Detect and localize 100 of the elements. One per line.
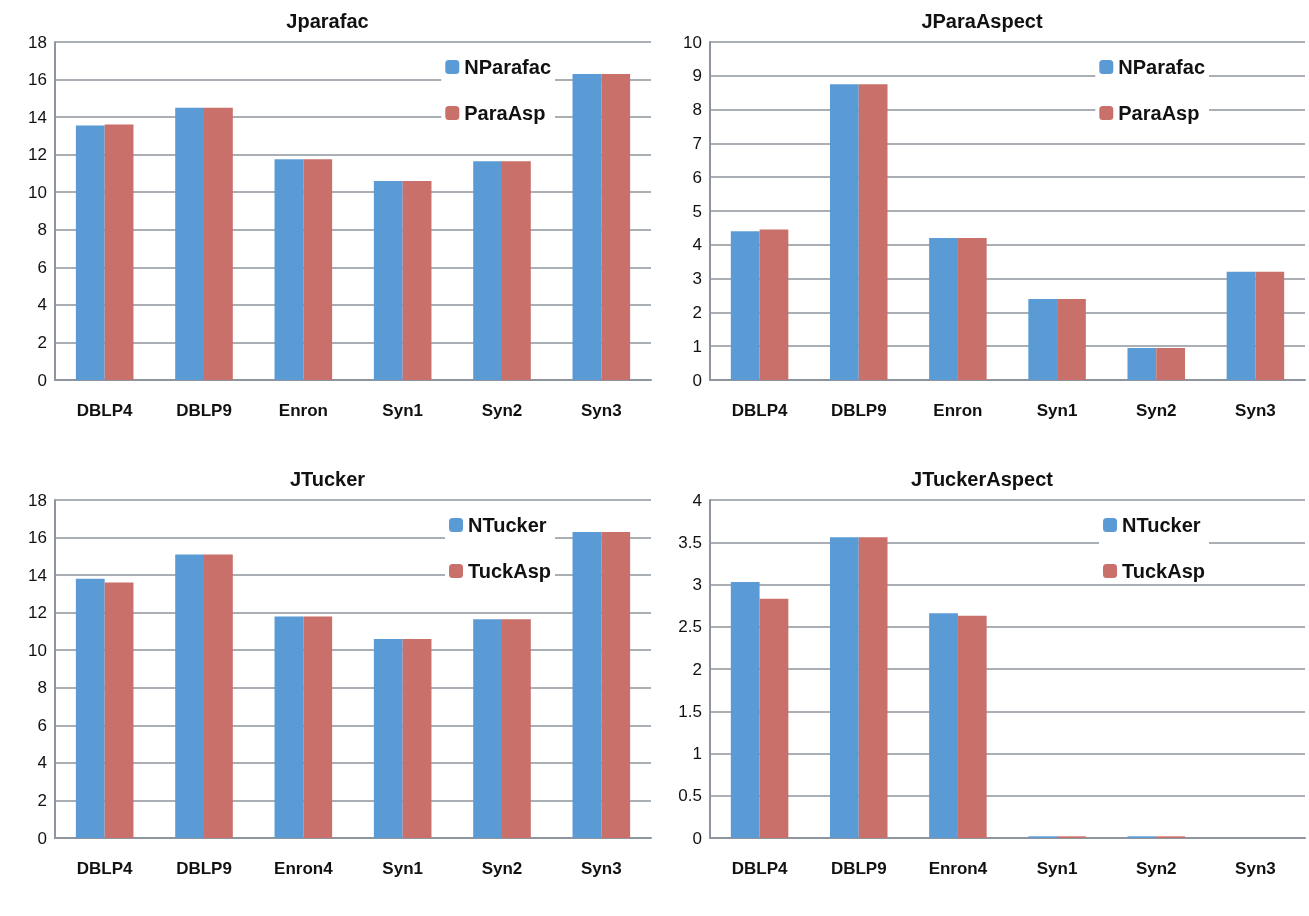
bar [75, 578, 105, 838]
x-tick-label: Syn1 [382, 859, 423, 878]
bar [104, 124, 134, 380]
legend-label: NParafac [1118, 56, 1205, 78]
x-tick-label: DBLP9 [176, 401, 232, 420]
y-tick-label: 3.5 [678, 532, 702, 552]
y-tick-label: 4 [37, 753, 47, 773]
x-tick-label: Syn2 [1135, 859, 1177, 878]
y-tick-label: 6 [37, 715, 47, 735]
x-tick-label: Syn1 [1036, 401, 1078, 420]
chart-title: JTuckerAspect [911, 468, 1054, 490]
y-tick-label: 0 [692, 370, 702, 390]
y-tick-label: 2.5 [678, 617, 702, 637]
bar [175, 107, 204, 380]
y-tick-label: 12 [28, 603, 47, 623]
y-tick-label: 4 [37, 295, 47, 315]
bar [858, 84, 888, 380]
bar [104, 582, 134, 838]
bar [75, 125, 105, 380]
y-tick-label: 6 [37, 257, 47, 277]
bar [473, 619, 502, 838]
y-tick-label: 4 [692, 235, 702, 255]
bar [1255, 271, 1285, 380]
x-tick-label: Syn1 [1036, 859, 1078, 878]
x-tick-label: Syn3 [1235, 859, 1276, 878]
bar [858, 537, 888, 838]
y-tick-label: 2 [37, 332, 47, 352]
y-tick-label: 0 [692, 828, 702, 848]
x-tick-label: DBLP4 [731, 859, 788, 878]
x-tick-label: Syn3 [581, 401, 622, 420]
legend-label: NTucker [1122, 514, 1201, 536]
x-tick-label: Syn2 [481, 401, 523, 420]
y-tick-label: 14 [28, 107, 47, 127]
bar [929, 238, 958, 380]
chart-title: JParaAspect [921, 10, 1043, 32]
bar [402, 638, 432, 838]
bar [957, 238, 987, 380]
x-tick-label: Syn2 [1135, 401, 1177, 420]
bar [303, 616, 333, 838]
bar [929, 613, 958, 838]
x-tick-label: DBLP9 [830, 859, 887, 878]
bar [1226, 271, 1256, 380]
x-tick-label: DBLP4 [731, 401, 788, 420]
bar [601, 73, 631, 380]
bar [1156, 347, 1186, 380]
y-tick-label: 16 [28, 528, 47, 548]
y-tick-label: 4 [692, 490, 702, 510]
bar [572, 73, 602, 380]
bar [1127, 347, 1157, 380]
legend-label: ParaAsp [464, 102, 546, 124]
bar [373, 638, 403, 838]
y-tick-label: 8 [37, 220, 47, 240]
y-tick-label: 3 [692, 269, 702, 289]
bar [373, 180, 403, 380]
bar [473, 161, 502, 380]
y-tick-label: 1 [692, 336, 702, 356]
x-tick-label: DBLP9 [830, 401, 887, 420]
y-tick-label: 2 [37, 790, 47, 810]
y-tick-label: 10 [28, 640, 47, 660]
legend-label: TuckAsp [468, 560, 552, 582]
bar [204, 554, 233, 838]
bar [175, 554, 204, 838]
y-tick-label: 8 [37, 678, 47, 698]
bar [303, 159, 333, 380]
x-tick-label: Enron4 [274, 859, 334, 878]
bar [829, 84, 859, 380]
x-tick-label: Syn1 [382, 401, 423, 420]
bar [402, 180, 432, 380]
y-tick-label: 0 [37, 370, 47, 390]
x-tick-label: DBLP9 [176, 859, 232, 878]
x-tick-label: Enron [278, 401, 328, 420]
x-tick-label: Syn3 [1235, 401, 1276, 420]
y-tick-label: 6 [692, 167, 702, 187]
y-tick-label: 9 [692, 66, 702, 86]
chart-title: JTucker [289, 468, 366, 490]
y-tick-label: 3 [692, 575, 702, 594]
bar [730, 581, 760, 838]
y-tick-label: 12 [28, 145, 47, 165]
bar [601, 531, 631, 838]
y-tick-label: 14 [28, 565, 47, 585]
bar [572, 531, 602, 838]
x-tick-label: Enron [933, 401, 983, 420]
x-tick-label: Syn2 [481, 859, 523, 878]
bar [502, 161, 531, 380]
bar [274, 159, 304, 380]
y-tick-label: 8 [692, 100, 702, 120]
y-tick-label: 7 [692, 133, 702, 153]
x-tick-label: DBLP4 [76, 859, 134, 878]
y-tick-label: 10 [683, 32, 702, 52]
x-tick-label: Syn3 [581, 859, 622, 878]
y-tick-label: 5 [692, 201, 702, 221]
y-tick-label: 2 [692, 659, 702, 679]
legend-label: TuckAsp [1122, 560, 1206, 582]
y-tick-label: 18 [28, 490, 47, 510]
y-tick-label: 1 [692, 744, 702, 763]
bar [274, 616, 304, 838]
y-tick-label: 10 [28, 182, 47, 202]
y-tick-label: 2 [692, 302, 702, 322]
y-tick-label: 1.5 [678, 701, 702, 721]
bar [204, 107, 233, 380]
